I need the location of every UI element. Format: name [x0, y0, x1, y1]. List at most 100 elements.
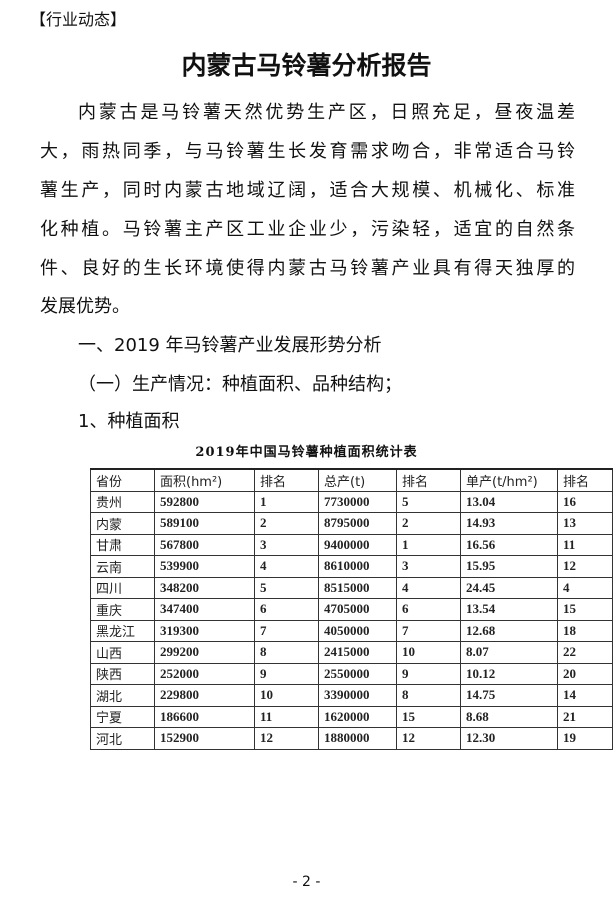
table-cell: 湖北	[90, 684, 155, 707]
table-cell: 贵州	[90, 490, 155, 513]
table-cell: 12.30	[460, 727, 558, 750]
paragraph-line: 件、良好的生长环境使得内蒙古马铃薯产业具有得天独厚的	[40, 258, 575, 279]
table-cell: 3	[254, 533, 319, 556]
paragraph-line: 化种植。马铃薯主产区工业企业少，污染轻，适宜的自然条	[40, 219, 575, 240]
table-cell: 2550000	[318, 662, 397, 685]
table-cell: 3390000	[318, 684, 397, 707]
table-header-cell: 单产(t/hm²)	[460, 468, 558, 492]
table-cell: 347400	[154, 598, 255, 621]
table-cell: 589100	[154, 512, 255, 535]
table-cell: 319300	[154, 619, 255, 642]
paragraph-line: 发展优势。	[40, 296, 130, 317]
table-cell: 黑龙江	[90, 619, 155, 642]
table-row: 甘肃 567800 3 9400000 1 16.56 11	[90, 533, 613, 556]
subsubsection-heading: 1、种植面积	[78, 411, 180, 432]
table-row: 四川 348200 5 8515000 4 24.45 4	[90, 576, 613, 599]
table-cell: 7	[396, 619, 461, 642]
table-cell: 12.68	[460, 619, 558, 642]
table-cell: 4	[557, 576, 613, 599]
table-cell: 8.07	[460, 641, 558, 664]
table-cell: 567800	[154, 533, 255, 556]
table-header-cell: 排名	[396, 468, 461, 492]
table-cell: 5	[396, 490, 461, 513]
table-cell: 8610000	[318, 555, 397, 578]
table-cell: 15	[557, 598, 613, 621]
table-row: 贵州 592800 1 7730000 5 13.04 16	[90, 490, 613, 513]
table-title: 2019年中国马铃薯种植面积统计表	[195, 445, 418, 460]
table-cell: 7	[254, 619, 319, 642]
table-cell: 12	[254, 727, 319, 750]
table-row: 重庆 347400 6 4705000 6 13.54 15	[90, 598, 613, 621]
planting-area-table: 省份 面积(hm²) 排名 总产(t) 排名 单产(t/hm²) 排名 贵州 592800 1 77…	[90, 468, 613, 750]
table-cell: 内蒙	[90, 512, 155, 535]
table-header-cell: 排名	[254, 468, 319, 492]
table-cell: 348200	[154, 576, 255, 599]
table-row: 黑龙江 319300 7 4050000 7 12.68 18	[90, 619, 613, 642]
table-cell: 四川	[90, 576, 155, 599]
table-row: 山西 299200 8 2415000 10 8.07 22	[90, 641, 613, 664]
table-cell: 云南	[90, 555, 155, 578]
table-row: 云南 539900 4 8610000 3 15.95 12	[90, 555, 613, 578]
table-cell: 3	[396, 555, 461, 578]
paragraph-line: 薯生产，同时内蒙古地域辽阔，适合大规模、机械化、标准	[40, 180, 575, 201]
table-cell: 甘肃	[90, 533, 155, 556]
table-cell: 19	[557, 727, 613, 750]
table-cell: 15.95	[460, 555, 558, 578]
table-cell: 11	[254, 705, 319, 728]
table-cell: 229800	[154, 684, 255, 707]
table-row: 内蒙 589100 2 8795000 2 14.93 13	[90, 512, 613, 535]
table-cell: 7730000	[318, 490, 397, 513]
table-row: 陕西 252000 9 2550000 9 10.12 20	[90, 662, 613, 685]
table-row: 河北 152900 12 1880000 12 12.30 19	[90, 727, 613, 750]
paragraph-line: 大，雨热同季，与马铃薯生长发育需求吻合，非常适合马铃	[40, 141, 575, 162]
table-cell: 2415000	[318, 641, 397, 664]
table-cell: 21	[557, 705, 613, 728]
table-cell: 8	[396, 684, 461, 707]
table-cell: 4	[254, 555, 319, 578]
table-cell: 252000	[154, 662, 255, 685]
table-cell: 2	[254, 512, 319, 535]
table-cell: 9	[254, 662, 319, 685]
table-cell: 152900	[154, 727, 255, 750]
table-cell: 299200	[154, 641, 255, 664]
table-header-cell: 面积(hm²)	[154, 468, 255, 492]
table-cell: 12	[396, 727, 461, 750]
table-cell: 10.12	[460, 662, 558, 685]
table-cell: 山西	[90, 641, 155, 664]
section-tag: 【行业动态】	[30, 10, 127, 29]
table-cell: 4705000	[318, 598, 397, 621]
table-cell: 13	[557, 512, 613, 535]
table-cell: 12	[557, 555, 613, 578]
table-cell: 重庆	[90, 598, 155, 621]
table-cell: 6	[254, 598, 319, 621]
table-cell: 14.93	[460, 512, 558, 535]
table-cell: 186600	[154, 705, 255, 728]
table-cell: 14.75	[460, 684, 558, 707]
table-cell: 2	[396, 512, 461, 535]
table-cell: 14	[557, 684, 613, 707]
table-cell: 539900	[154, 555, 255, 578]
table-cell: 592800	[154, 490, 255, 513]
table-header-cell: 省份	[90, 468, 155, 492]
table-row: 宁夏 186600 11 1620000 15 8.68 21	[90, 705, 613, 728]
page-title: 内蒙古马铃薯分析报告	[181, 51, 432, 80]
table-cell: 1880000	[318, 727, 397, 750]
table-cell: 宁夏	[90, 705, 155, 728]
table-cell: 9400000	[318, 533, 397, 556]
table-cell: 1	[396, 533, 461, 556]
table-cell: 河北	[90, 727, 155, 750]
table-cell: 8.68	[460, 705, 558, 728]
subsection-heading: （一）生产情况：种植面积、品种结构；	[78, 374, 402, 395]
table-cell: 10	[396, 641, 461, 664]
table-cell: 13.04	[460, 490, 558, 513]
table-cell: 8	[254, 641, 319, 664]
table-header-cell: 总产(t)	[318, 468, 397, 492]
table-cell: 6	[396, 598, 461, 621]
table-cell: 20	[557, 662, 613, 685]
table-cell: 1620000	[318, 705, 397, 728]
table-cell: 16	[557, 490, 613, 513]
table-cell: 22	[557, 641, 613, 664]
table-cell: 8515000	[318, 576, 397, 599]
table-cell: 10	[254, 684, 319, 707]
table-cell: 11	[557, 533, 613, 556]
